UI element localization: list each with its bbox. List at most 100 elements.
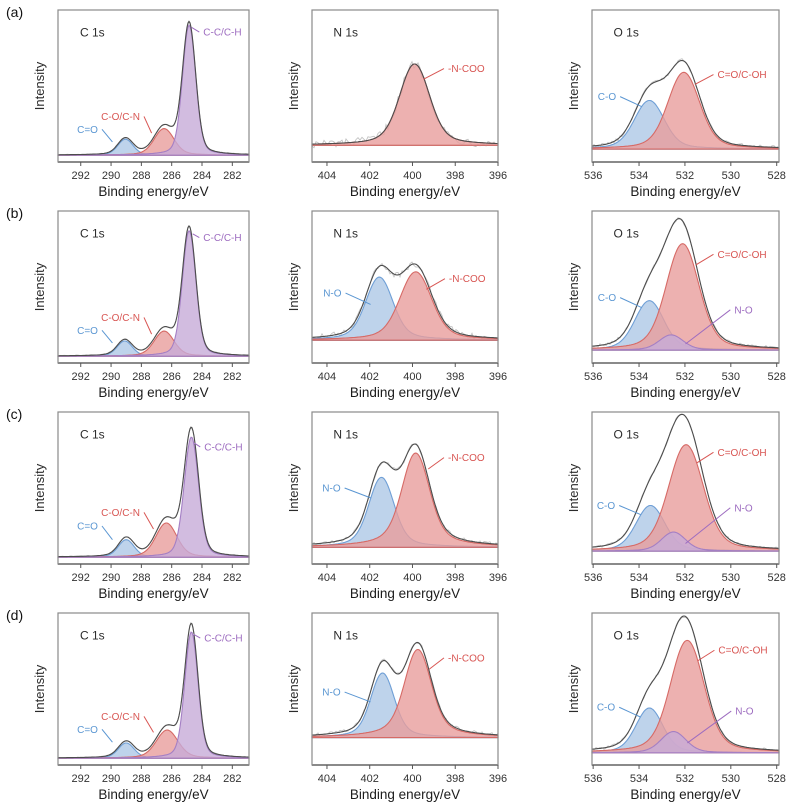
panel-title: O 1s — [614, 629, 639, 643]
y-axis-label: Intensity — [32, 664, 47, 713]
tick-label: 398 — [446, 170, 464, 182]
panel-c-C1s: 292 290 288 286 284 282 C 1s Binding energy/eV I… — [0, 402, 270, 603]
peak-area--N-COO — [311, 63, 499, 146]
tick-label: 398 — [446, 572, 464, 584]
annotation-leader-line — [618, 706, 641, 718]
tick-label: 536 — [584, 371, 602, 383]
panel-c-O1s: 536 534 532 530 528 O 1s Binding energy/eV Inte… — [540, 402, 812, 603]
peak-area-C-C/C-H — [57, 229, 250, 357]
spectrum-svg-a-N1s: 404 402 400 398 396 N 1s Binding energy/eV Inte… — [286, 9, 507, 199]
tick-label: 402 — [361, 572, 379, 584]
peak-label: C=O — [77, 326, 98, 337]
spectrum-svg-a-O1s: 536 534 532 530 528 O 1s Binding energy/eV Inte… — [566, 9, 786, 199]
peak-area-N-O — [591, 731, 780, 754]
peak-label: -N-COO — [448, 453, 485, 464]
annotation-leader-line — [101, 525, 113, 540]
tick-label: 396 — [489, 572, 507, 584]
tick-label: 402 — [361, 170, 379, 182]
panel-c-N1s: 404 402 400 398 396 N 1s Binding energy/eV Inte… — [270, 402, 540, 603]
envelope-curve — [58, 622, 249, 759]
tick-label: 530 — [722, 371, 740, 383]
panel-title: C 1s — [80, 227, 105, 241]
row-label-a: (a) — [6, 4, 24, 20]
envelope-curve — [591, 413, 780, 549]
tick-label: 536 — [584, 572, 602, 584]
annotation-leader-line — [427, 457, 445, 470]
y-axis-label: Intensity — [32, 61, 47, 110]
tick-label: 528 — [768, 371, 786, 383]
envelope-curve — [58, 224, 249, 357]
annotation-leader-line — [619, 96, 642, 107]
peak-area-C-C/C-H — [57, 436, 250, 558]
x-axis-label: Binding energy/eV — [98, 586, 208, 601]
tick-label: 404 — [318, 572, 336, 584]
annotation-leader-line — [344, 487, 371, 499]
envelope-curve — [591, 59, 779, 148]
tick-label: 292 — [72, 773, 90, 785]
tick-label: 532 — [676, 572, 694, 584]
tick-label: 282 — [223, 170, 241, 182]
spectrum-svg-b-O1s: 536 534 532 530 528 O 1s Binding energy/eV Inte… — [566, 210, 786, 400]
peak-area-C=O/C-OH — [591, 71, 780, 150]
tick-label: 290 — [102, 572, 120, 584]
peak-label: C=O — [77, 725, 98, 736]
annotation-leader-line — [345, 292, 371, 305]
panel-title: N 1s — [333, 629, 358, 643]
tick-label: 286 — [163, 773, 181, 785]
annotation-leader-line — [194, 442, 201, 448]
peak-area-C=O/C-OH — [591, 243, 780, 351]
annotation-leader-line — [143, 317, 153, 335]
tick-label: 400 — [403, 572, 421, 584]
annotation-leader-line — [193, 633, 201, 639]
tick-label: 532 — [676, 773, 694, 785]
spectrum-svg-b-C1s: 292 290 288 286 284 282 C 1s Binding energy/eV I… — [32, 210, 250, 400]
peak-label: -N-COO — [449, 274, 486, 285]
y-axis-label: Intensity — [32, 262, 47, 311]
peak-label: C-O — [598, 293, 617, 304]
x-axis-label: Binding energy/eV — [350, 184, 460, 199]
y-axis-label: Intensity — [566, 262, 581, 311]
peak-label: C-O/C-N — [101, 112, 140, 123]
envelope-curve — [58, 20, 249, 156]
tick-label: 288 — [132, 371, 150, 383]
tick-label: 286 — [163, 170, 181, 182]
tick-label: 286 — [163, 371, 181, 383]
panel-title: O 1s — [614, 26, 639, 40]
annotation-leader-line — [696, 451, 714, 464]
x-axis-label: Binding energy/eV — [630, 385, 740, 400]
x-axis-label: Binding energy/eV — [98, 385, 208, 400]
row-label-b: (b) — [6, 205, 24, 221]
annotation-leader-line — [143, 512, 154, 530]
panel-title: C 1s — [80, 428, 105, 442]
tick-label: 398 — [446, 773, 464, 785]
tick-label: 284 — [193, 572, 211, 584]
y-axis-label: Intensity — [32, 463, 47, 512]
peak-label: C-O — [597, 703, 616, 714]
x-axis-label: Binding energy/eV — [98, 787, 208, 802]
annotation-leader-line — [101, 728, 113, 743]
annotation-leader-line — [101, 330, 113, 344]
x-axis-label: Binding energy/eV — [350, 787, 460, 802]
x-axis-label: Binding energy/eV — [98, 184, 208, 199]
annotation-leader-line — [685, 309, 731, 345]
tick-label: 292 — [72, 371, 90, 383]
row-label-c: (c) — [6, 406, 23, 422]
peak-label: C=O/C-OH — [717, 70, 766, 81]
panel-title: O 1s — [614, 428, 639, 442]
spectrum-svg-d-N1s: 404 402 400 398 396 N 1s Binding energy/eV Inte… — [286, 612, 507, 802]
peak-area-N-O — [591, 334, 780, 351]
peak-label: N-O — [735, 707, 754, 718]
annotation-leader-line — [695, 253, 714, 266]
panel-a-C1s: 292 290 288 286 284 282 C 1s Binding energy/eV I… — [0, 0, 270, 201]
tick-label: 530 — [722, 170, 740, 182]
tick-label: 282 — [223, 371, 241, 383]
peak-label: N-O — [322, 484, 341, 495]
annotation-leader-line — [191, 27, 200, 33]
peak-label: C=O — [77, 522, 98, 533]
peak-label: C-C/C-H — [203, 28, 241, 39]
peak-label: C=O — [77, 125, 98, 136]
peak-label: C-O/C-N — [101, 712, 140, 723]
panel-d-C1s: 292 290 288 286 284 282 C 1s Binding energy/eV I… — [0, 603, 270, 804]
annotation-leader-line — [426, 278, 446, 290]
